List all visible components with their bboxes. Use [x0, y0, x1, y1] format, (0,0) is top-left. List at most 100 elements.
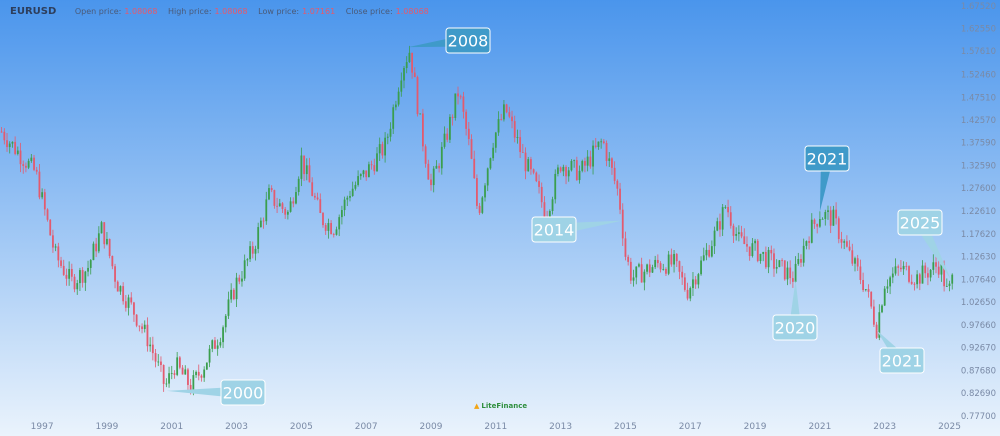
candle-body — [570, 160, 573, 171]
candle-body — [157, 361, 160, 363]
candle-body — [343, 199, 346, 211]
candle-body — [683, 277, 686, 290]
x-tick-label: 2017 — [679, 422, 702, 432]
y-tick-label: 1.47510 — [961, 93, 996, 103]
candle-body — [373, 165, 376, 172]
x-tick-label: 2009 — [420, 422, 443, 432]
candle-body — [802, 245, 805, 263]
candle-body — [578, 170, 581, 181]
candle-body — [49, 219, 52, 236]
candle-body — [816, 224, 819, 227]
candle-body — [837, 218, 840, 240]
candle-body — [651, 267, 654, 273]
candle-body — [827, 210, 829, 213]
candle-body — [216, 345, 219, 349]
candle-body — [605, 142, 608, 161]
candle-body — [565, 166, 567, 177]
candle-body — [616, 180, 619, 189]
candle-body — [154, 353, 157, 362]
candle-body — [327, 223, 330, 231]
low-value: 1.07161 — [302, 7, 336, 16]
close-value: 1.08068 — [395, 7, 429, 16]
candle-body — [497, 119, 500, 133]
low-label: Low price: — [258, 7, 300, 16]
candle-body — [392, 107, 395, 129]
candle-body — [532, 169, 535, 173]
candle-body — [927, 273, 929, 278]
candle-body — [33, 157, 35, 170]
candle-body — [30, 157, 33, 161]
x-tick-label: 2023 — [873, 422, 896, 432]
candle-body — [173, 373, 176, 375]
candle-body — [362, 170, 365, 175]
candle-body — [843, 241, 846, 243]
candle-body — [330, 223, 332, 235]
candle-body — [735, 234, 738, 236]
candle-body — [189, 384, 192, 392]
candle-body — [273, 190, 276, 206]
candle-body — [205, 362, 208, 370]
x-tick-label: 2015 — [614, 422, 637, 432]
y-tick-label: 1.02650 — [961, 298, 996, 308]
candle-body — [848, 246, 851, 251]
candle-body — [654, 259, 657, 268]
candle-body — [759, 253, 762, 262]
y-tick-label: 1.52460 — [961, 71, 996, 81]
candle-body — [700, 260, 702, 275]
y-tick-label: 1.27600 — [961, 184, 996, 194]
candle-body — [629, 261, 632, 281]
candle-body — [43, 192, 46, 210]
candle-body — [419, 113, 422, 115]
x-tick-label: 2005 — [290, 422, 313, 432]
candle-body — [948, 283, 951, 287]
callout-label: 2008 — [448, 32, 489, 51]
candle-body — [268, 188, 270, 200]
candle-body — [65, 274, 68, 279]
candle-body — [178, 357, 181, 368]
candle-body — [624, 238, 627, 257]
candle-body — [519, 137, 522, 153]
y-tick-label: 0.92670 — [961, 344, 996, 354]
logo-triangle-icon: ▲ — [474, 402, 480, 410]
candle-body — [727, 207, 729, 213]
candle-body — [208, 348, 211, 363]
y-tick-label: 0.82690 — [961, 389, 996, 399]
candle-body — [335, 229, 338, 235]
candle-body — [581, 161, 584, 171]
candle-body — [459, 96, 462, 98]
candle-body — [554, 173, 557, 200]
candle-body — [389, 128, 392, 137]
candle-body — [308, 165, 311, 183]
candle-body — [824, 212, 827, 219]
candle-body — [332, 234, 335, 235]
candle-body — [478, 205, 481, 213]
candle-body — [732, 225, 735, 236]
callout-label: 2021 — [882, 352, 923, 371]
candle-body — [916, 274, 919, 285]
candle-body — [365, 170, 368, 178]
candle-body — [227, 299, 230, 316]
candle-body — [97, 233, 100, 252]
candle-body — [214, 340, 216, 349]
candle-body — [211, 340, 214, 349]
candle-body — [349, 195, 351, 198]
candle-body — [716, 221, 719, 231]
y-tick-label: 1.07640 — [961, 275, 996, 285]
candle-body — [751, 243, 754, 257]
candle-body — [697, 274, 700, 285]
candle-body — [597, 141, 600, 148]
candle-body — [438, 165, 441, 169]
candle-body — [114, 266, 116, 282]
candle-body — [551, 199, 554, 211]
callout-box — [220, 379, 266, 406]
candle-body — [340, 210, 343, 218]
candle-body — [913, 283, 916, 285]
callout-label: 2000 — [223, 384, 264, 403]
callout-box — [897, 209, 943, 236]
candle-body — [246, 259, 249, 261]
candle-body — [249, 246, 251, 260]
open-value: 1.08068 — [124, 7, 158, 16]
candle-body — [813, 219, 816, 225]
